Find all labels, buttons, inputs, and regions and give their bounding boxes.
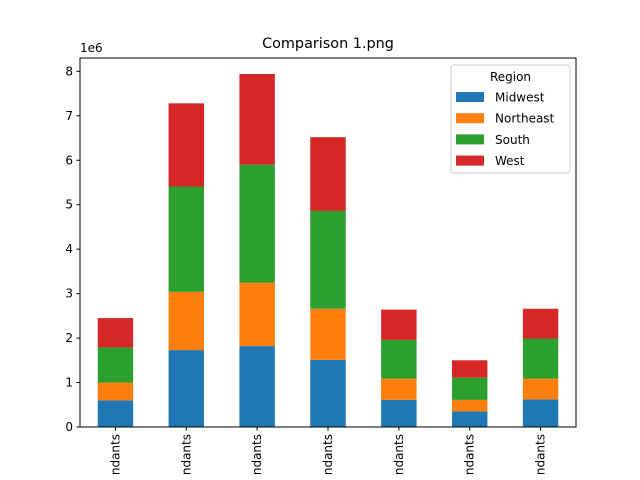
bar-south-1 [168, 186, 204, 292]
bar-west-0 [97, 318, 134, 348]
legend: Region Midwest Northeast South West [450, 64, 571, 174]
bar-midwest-3 [310, 359, 346, 427]
bar-midwest-0 [97, 400, 134, 427]
bar-south-4 [381, 339, 417, 379]
x-tick-label: ndants [179, 434, 193, 475]
y-tick-label: 4 [65, 242, 73, 256]
x-tick-label: ndants [108, 434, 122, 475]
bar-northeast-3 [310, 308, 346, 360]
bar-south-3 [310, 210, 346, 309]
bar-midwest-4 [381, 399, 417, 427]
x-tick-label: ndants [250, 434, 264, 475]
bar-south-6 [522, 338, 559, 379]
bar-south-5 [452, 377, 488, 400]
bar-west-3 [310, 137, 346, 211]
x-tick-label: ndants [534, 434, 548, 475]
y-tick-label: 2 [65, 331, 73, 345]
y-tick-label: 7 [65, 109, 73, 123]
bars-layer [97, 74, 559, 427]
x-tick-label: ndants [463, 434, 477, 475]
bar-northeast-5 [452, 399, 488, 412]
y-tick-label: 0 [65, 420, 73, 434]
legend-label-south: South [495, 133, 530, 147]
legend-swatch-northeast [456, 113, 484, 124]
bar-midwest-5 [452, 411, 488, 427]
bar-west-1 [168, 103, 204, 187]
bar-northeast-0 [97, 382, 134, 401]
y-tick-label: 5 [65, 198, 73, 212]
legend-title: Region [490, 70, 531, 84]
legend-swatch-midwest [456, 92, 484, 102]
bar-west-6 [522, 308, 559, 339]
y-tick-label: 8 [65, 64, 73, 78]
bar-northeast-1 [168, 291, 204, 351]
legend-label-midwest: Midwest [495, 91, 545, 105]
bar-south-0 [97, 347, 134, 383]
y-tick-label: 6 [65, 153, 73, 167]
y-tick-label: 1 [65, 376, 73, 390]
bar-northeast-4 [381, 378, 417, 400]
bar-midwest-6 [522, 399, 559, 427]
bar-northeast-6 [522, 378, 559, 400]
bar-midwest-2 [239, 346, 275, 427]
bar-west-2 [239, 74, 275, 165]
x-tick-label: ndants [321, 434, 335, 475]
legend-label-northeast: Northeast [495, 112, 555, 126]
bar-northeast-2 [239, 282, 275, 347]
legend-swatch-south [456, 134, 484, 145]
y-tick-label: 3 [65, 287, 73, 301]
bar-west-4 [381, 309, 417, 340]
y-offset-label: 1e6 [80, 41, 103, 55]
legend-swatch-west [456, 155, 484, 166]
bar-west-5 [452, 360, 488, 378]
bar-midwest-1 [168, 350, 204, 427]
legend-label-west: West [495, 154, 525, 168]
chart-title: Comparison 1.png [262, 36, 394, 52]
axes-layer: 0 1 2 3 4 5 6 7 8 ndants ndants ndants ndants ndants n… [65, 57, 577, 475]
x-tick-label: ndants [392, 434, 406, 475]
bar-south-2 [239, 164, 275, 283]
